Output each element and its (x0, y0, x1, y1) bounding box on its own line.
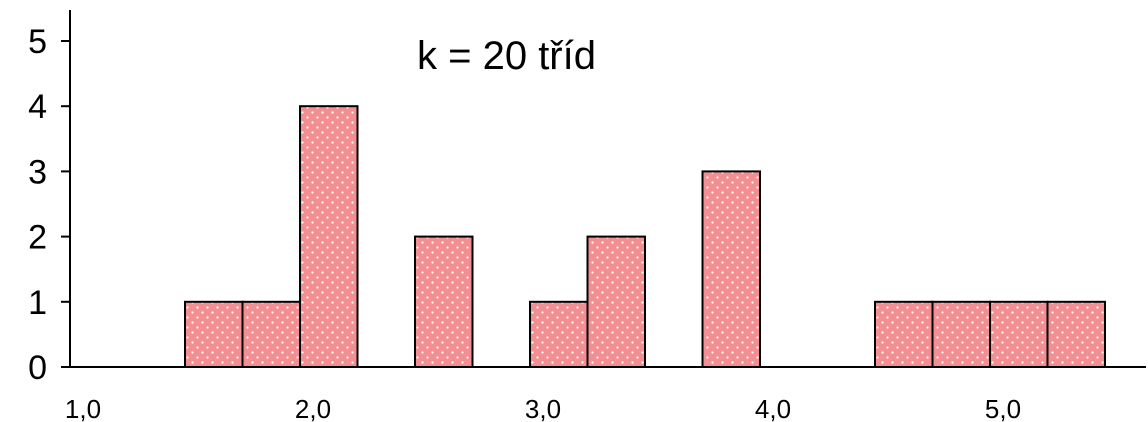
histogram-bar-11 (1046, 300, 1106, 368)
x-tick-label: 1,0 (65, 394, 101, 422)
y-tick-label: 4 (28, 88, 47, 126)
histogram-bar-4 (414, 235, 474, 368)
annotation-text: k = 20 tříd (417, 34, 596, 78)
x-ticks-group: 1,0 2,0 3,0 4,0 5,0 (65, 394, 1021, 422)
histogram-bar-6 (586, 235, 646, 368)
bars-group (184, 105, 1106, 368)
y-ticks-group: 0 1 2 3 4 5 (28, 23, 70, 387)
histogram-bar-3 (299, 105, 359, 368)
histogram-bar-7 (701, 170, 761, 368)
histogram-bar-8 (874, 300, 934, 368)
x-tick-label: 5,0 (985, 394, 1021, 422)
x-tick-label: 2,0 (295, 394, 331, 422)
y-tick-label: 2 (28, 219, 47, 257)
y-tick-label: 5 (28, 23, 47, 61)
histogram-bar-1 (184, 300, 244, 368)
histogram-bar-2 (241, 300, 301, 368)
y-tick-label: 1 (28, 284, 47, 322)
histogram-bar-9 (931, 300, 991, 368)
x-tick-label: 4,0 (755, 394, 791, 422)
histogram-bar-5 (529, 300, 589, 368)
y-tick-label: 0 (28, 349, 47, 387)
histogram-bar-10 (989, 300, 1049, 368)
x-tick-label: 3,0 (525, 394, 561, 422)
y-tick-label: 3 (28, 153, 47, 191)
